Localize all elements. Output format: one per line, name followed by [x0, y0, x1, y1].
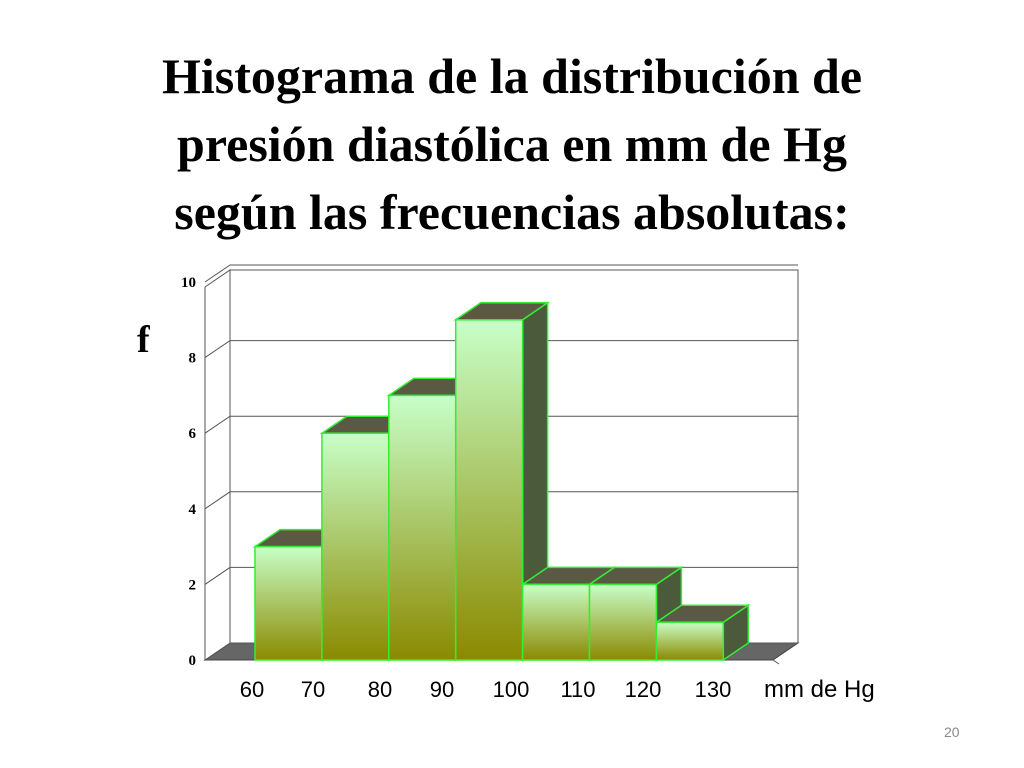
title-line-3: según las frecuencias absolutas: [174, 184, 850, 240]
y-tick-label: 2 [189, 577, 197, 593]
side-wall [204, 269, 231, 661]
bar-front-face [588, 583, 658, 661]
x-tick-label: 80 [368, 677, 392, 702]
gridline [204, 340, 798, 359]
y-tick-label: 0 [189, 653, 197, 669]
bar-front-face [254, 545, 323, 661]
gridline [204, 491, 798, 510]
bar-front-face [321, 432, 390, 661]
x-tick-label: 110 [560, 677, 595, 702]
floor-tick [772, 659, 780, 665]
y-tick-label: 10 [181, 275, 196, 291]
title-line-1: Histograma de la distribución de [161, 48, 863, 104]
slide-title: Histograma de la distribución de presión… [0, 42, 1024, 246]
y-axis-label: f [137, 319, 150, 361]
x-tick-label: 70 [301, 677, 325, 702]
x-tick-label: 120 [625, 677, 662, 702]
gridline [204, 415, 798, 434]
x-tick-label: 90 [430, 677, 454, 702]
x-tick-label: 60 [240, 677, 264, 702]
x-tick-label: 100 [493, 677, 530, 702]
bar-front-face [521, 583, 591, 661]
y-tick-label: 8 [189, 351, 197, 367]
histogram-bar [453, 301, 551, 662]
histogram-bar [653, 603, 751, 662]
slide-number: 20 [944, 724, 960, 740]
bar-front-face [655, 621, 725, 661]
y-tick-label: 4 [189, 502, 197, 518]
x-tick-label: 130 [695, 677, 732, 702]
x-axis-label: mm de Hg [764, 676, 875, 703]
bar-front-face [454, 319, 524, 661]
bars [252, 301, 751, 662]
title-line-2: presión diastólica en mm de Hg [177, 116, 847, 172]
bar-front-face [388, 394, 457, 661]
y-tick-label: 6 [189, 426, 197, 442]
gridline [204, 264, 798, 283]
x-axis-ticks: 60 70 80 90 100 110 120 130 [240, 677, 732, 702]
